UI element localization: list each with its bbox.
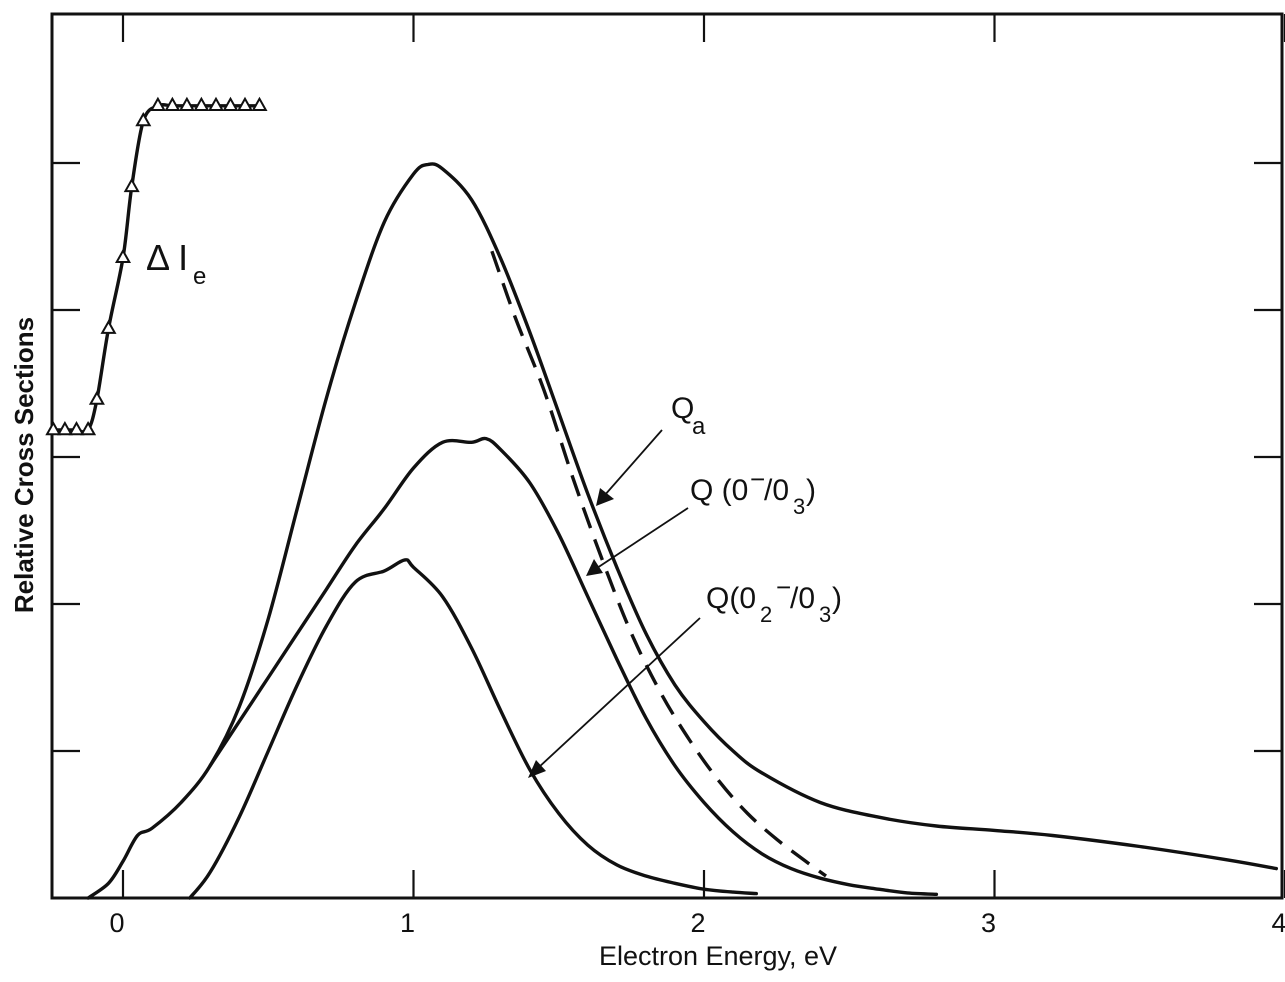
annotation-q-o-minus-sub: 3 [793,494,805,519]
series-line-1 [208,436,939,896]
series-line-3 [490,250,828,878]
y-axis-label: Relative Cross Sections [9,317,39,613]
x-axis-label: Electron Energy, eV [599,941,837,971]
triangle-marker-2 [68,420,85,436]
triangle-marker-16 [251,96,268,111]
x-tick-label-0: 0 [109,908,124,938]
triangle-marker-3 [80,420,97,436]
triangle-marker-12 [193,96,210,111]
series-line-0 [86,162,1278,900]
annotation-q-o2-minus-end: ) [832,582,842,615]
annotation-q-o2-minus-sub: 2 [760,602,772,627]
annotation-q-o-minus-mid: /0 [764,474,789,507]
x-tick-label-1: 1 [400,908,415,938]
annotation-q-o-minus-end: ) [806,474,816,507]
annotation-q-o2-minus: Q(0 2 − /0 3 ) [528,572,842,778]
annotation-delta-ie: Δ I e [146,237,206,290]
annotation-q-o2-minus-sub2: 3 [819,602,831,627]
triangle-marker-4 [88,390,105,405]
annotation-q-o-minus-sup: − [750,464,765,494]
triangle-marker-14 [222,96,239,111]
series-curves [51,103,1278,900]
annotation-q-o2-minus-a: Q(0 [706,582,756,615]
annotation-qa-main: Q [671,392,694,425]
triangle-marker-5 [100,319,117,334]
annotation-q-o-minus-a: Q (0 [690,474,748,507]
triangle-marker-1 [56,420,73,436]
annotation-q-o2-minus-mid: /0 [790,582,815,615]
x-tick-labels: 0 1 2 3 4 [109,908,1285,938]
series-line-2 [188,558,758,900]
triangle-marker-0 [45,420,62,436]
triangle-marker-8 [135,111,152,127]
x-tick-label-4: 4 [1271,908,1285,938]
triangle-marker-6 [114,248,132,263]
triangle-marker-11 [178,96,195,111]
annotation-q-o2-minus-sup: − [776,572,791,602]
annotation-qa: Q a [596,392,706,506]
plot-frame [50,12,1284,900]
triangle-marker-13 [207,96,225,111]
triangle-marker-10 [164,96,181,111]
annotation-delta-ie-main: Δ I [146,237,188,278]
axis-ticks [52,14,1285,898]
x-tick-label-2: 2 [690,908,705,938]
series-markers [45,96,268,436]
annotation-delta-ie-sub: e [193,263,206,290]
triangle-marker-9 [149,96,166,111]
annotation-q-o-minus: Q (0 − /0 3 ) [586,464,816,576]
x-tick-label-3: 3 [981,908,996,938]
triangle-marker-7 [123,177,140,193]
triangle-marker-15 [236,96,254,111]
annotation-qa-sub: a [692,413,706,440]
